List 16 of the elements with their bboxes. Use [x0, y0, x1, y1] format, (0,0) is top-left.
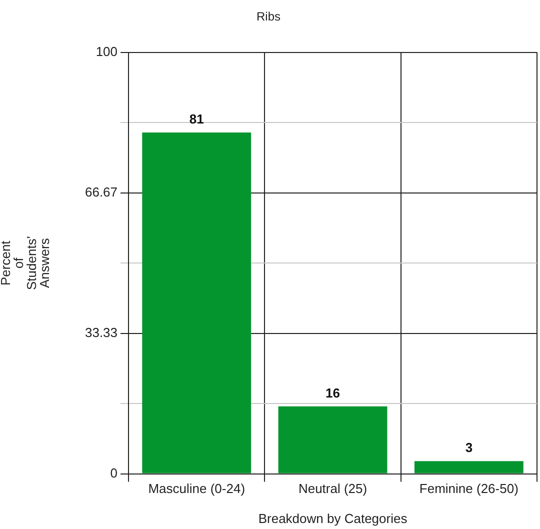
y-tick-label: 100: [96, 44, 118, 59]
y-axis-title: Percent of Students' Answers: [0, 236, 52, 290]
x-tick-label: Masculine (0-24): [148, 481, 246, 496]
y-tick-label: 0: [110, 465, 118, 480]
bar: [142, 132, 252, 474]
x-tick-label: Feminine (26-50): [419, 481, 518, 496]
data-label: 3: [465, 440, 473, 456]
bar: [278, 406, 388, 474]
data-label: 81: [189, 112, 204, 127]
y-tick-label: 66.67: [84, 184, 118, 200]
chart-title: Ribs: [256, 10, 281, 24]
x-axis-title: Breakdown by Categories: [258, 510, 408, 526]
bar: [414, 461, 524, 474]
x-tick-label: Neutral (25): [298, 481, 368, 496]
y-tick-label: 33.33: [84, 324, 118, 340]
data-label: 16: [326, 385, 340, 400]
